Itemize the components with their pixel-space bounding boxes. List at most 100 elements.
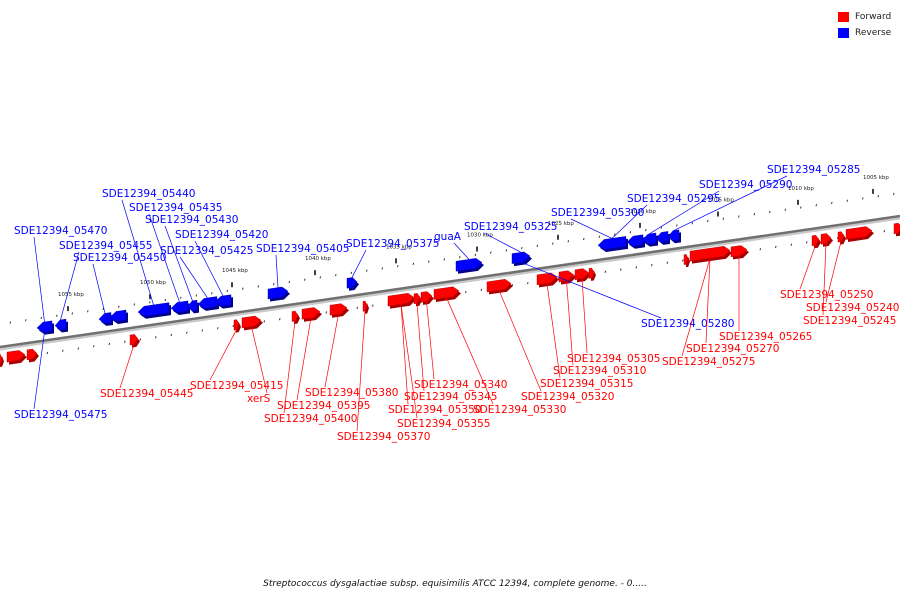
axis-tick-label: 1015 kbp: [708, 197, 734, 203]
forward-gene-label-leader: [546, 283, 561, 379]
minor-tick-upper: [567, 240, 570, 243]
reverse-gene-label-leader: [164, 225, 193, 301]
axis-tick-label: 1040 kbp: [305, 256, 331, 262]
minor-tick-upper: [335, 274, 337, 277]
forward-gene-label-leader: [283, 321, 296, 414]
minor-tick-upper: [784, 208, 787, 211]
forward-gene-label-leader: [566, 280, 574, 366]
reverse-gene-arrow: [187, 299, 198, 312]
reverse-gene-label: SDE12394_05435: [129, 202, 222, 214]
axis-tick-label: 1055 kbp: [58, 292, 84, 298]
reverse-gene-label: SDE12394_05430: [145, 214, 238, 226]
legend-reverse-label: Reverse: [855, 27, 892, 38]
reverse-gene-arrow: [109, 309, 127, 322]
minor-tick-lower: [108, 342, 111, 346]
forward-gene-label: SDE12394_05310: [553, 365, 646, 377]
reverse-gene-label: SDE12394_05470: [14, 225, 107, 237]
reverse-gene-label: SDE12394_05375: [346, 238, 439, 250]
forward-gene-arrow: [291, 310, 299, 322]
reverse-gene-label: SDE12394_05280: [641, 318, 734, 330]
reverse-gene-label: guaA: [434, 231, 462, 243]
minor-tick-lower: [170, 333, 173, 337]
minor-tick-upper: [381, 267, 384, 270]
forward-gene-label: SDE12394_05350: [388, 404, 481, 416]
forward-gene-label: SDE12394_05445: [100, 388, 193, 400]
axis-tick-label: 1050 kbp: [140, 280, 166, 286]
forward-gene-arrow: [6, 350, 26, 363]
minor-tick-upper: [877, 195, 880, 198]
reverse-gene-label: SDE12394_05405: [256, 243, 349, 255]
forward-gene-label-leader: [426, 301, 435, 380]
forward-gene-arrow: [845, 226, 873, 240]
forward-gene-label-leader: [446, 297, 494, 405]
forward-gene-label: SDE12394_05400: [264, 413, 357, 425]
forward-gene-label-leader: [498, 289, 542, 392]
minor-tick-upper: [443, 258, 446, 261]
minor-tick-upper: [164, 298, 167, 302]
minor-tick-upper: [660, 226, 663, 229]
forward-gene-label: SDE12394_05345: [404, 391, 497, 403]
reverse-gene-label: SDE12394_05425: [160, 245, 253, 257]
forward-gene-arrow: [811, 235, 820, 247]
forward-gene-label: SDE12394_05320: [521, 391, 614, 403]
forward-gene-label: SDE12394_05415: [190, 380, 283, 392]
minor-tick-upper: [893, 192, 895, 196]
reverse-gene-label-leader: [121, 199, 154, 306]
minor-tick-lower: [139, 338, 142, 341]
reverse-gene-label-leader: [179, 256, 208, 299]
forward-gene-label-leader: [681, 258, 711, 357]
genome-backbone: [0, 214, 900, 349]
minor-tick-upper: [769, 210, 771, 214]
minor-tick-upper: [319, 276, 322, 279]
reverse-gene-label: SDE12394_05290: [699, 179, 792, 191]
forward-gene-label-leader: [581, 278, 588, 354]
minor-tick-upper: [552, 242, 554, 245]
minor-tick-lower: [356, 306, 359, 310]
forward-gene-label: SDE12394_05340: [414, 379, 507, 391]
minor-tick-upper: [257, 285, 260, 288]
reverse-gene-arrow: [455, 258, 483, 272]
minor-tick-upper: [583, 237, 585, 241]
minor-tick-lower: [620, 268, 622, 271]
reverse-gene-arrow: [655, 231, 669, 243]
minor-tick-upper: [40, 316, 43, 320]
forward-gene-arrow: [837, 231, 845, 243]
minor-tick-upper: [815, 204, 818, 207]
minor-tick-lower: [527, 281, 529, 285]
minor-tick-upper: [304, 278, 306, 281]
minor-tick-lower: [124, 340, 126, 343]
minor-tick-upper: [412, 262, 415, 266]
reverse-gene-label-leader: [570, 218, 613, 239]
minor-tick-lower: [263, 320, 266, 323]
minor-tick-lower: [635, 266, 638, 269]
forward-gene-arrow: [362, 300, 368, 312]
reverse-gene-arrow: [346, 277, 358, 289]
forward-gene-label: SDE12394_05330: [473, 404, 566, 416]
minor-tick-lower: [46, 351, 49, 355]
forward-gene-arrow: [689, 245, 731, 262]
forward-gene-arrow: [683, 254, 689, 265]
reverse-gene-arrow: [170, 300, 189, 313]
reverse-gene-arrow: [626, 234, 644, 247]
minor-tick-upper: [707, 219, 709, 223]
minor-tick-upper: [846, 199, 849, 202]
minor-tick-lower: [372, 304, 374, 307]
minor-tick-upper: [614, 233, 616, 236]
forward-gene-label: SDE12394_05245: [803, 315, 896, 327]
minor-tick-upper: [800, 206, 802, 209]
minor-tick-lower: [651, 263, 653, 267]
reverse-gene-arrow: [54, 318, 67, 331]
reverse-gene-arrow: [197, 296, 218, 309]
forward-gene-label: SDE12394_05240: [806, 302, 899, 314]
axis-tick-label: 1010 kbp: [788, 186, 814, 192]
minor-tick-lower: [480, 288, 483, 292]
minor-tick-upper: [691, 222, 694, 225]
minor-tick-lower: [883, 230, 886, 233]
minor-tick-upper: [474, 253, 477, 257]
minor-tick-lower: [682, 259, 684, 262]
forward-gene-label: SDE12394_05270: [686, 343, 779, 355]
reverse-gene-label-leader: [673, 175, 788, 231]
minor-tick-upper: [738, 215, 740, 218]
forward-gene-arrow: [574, 268, 590, 281]
forward-gene-arrow: [588, 267, 595, 279]
